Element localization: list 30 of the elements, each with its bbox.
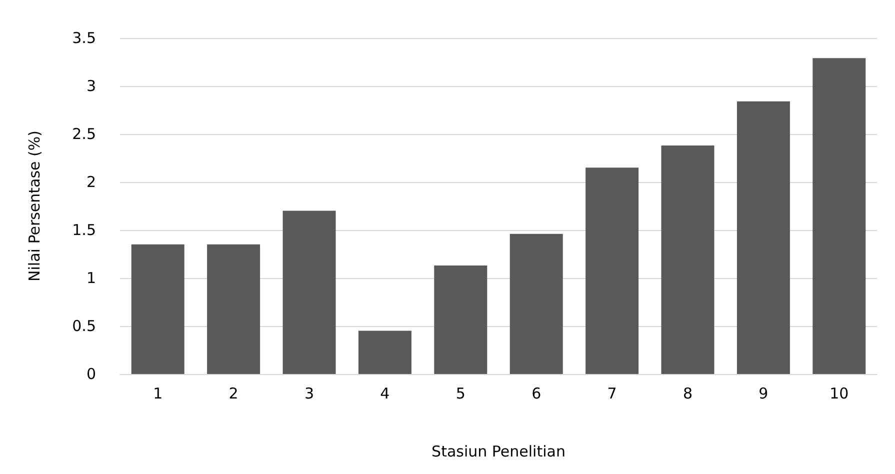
x-tick-label: 6 bbox=[532, 384, 542, 402]
x-tick-label: 7 bbox=[607, 384, 617, 402]
y-tick-label: 0.5 bbox=[72, 317, 96, 335]
bar bbox=[282, 210, 336, 374]
x-tick-label: 9 bbox=[758, 384, 768, 402]
x-tick-label: 10 bbox=[830, 384, 849, 402]
x-tick-label: 3 bbox=[304, 384, 314, 402]
bar bbox=[661, 146, 714, 374]
y-tick-label: 0 bbox=[86, 365, 96, 383]
x-tick-label: 4 bbox=[380, 384, 390, 402]
bar bbox=[434, 266, 488, 374]
y-tick-label: 1.5 bbox=[72, 221, 96, 239]
bar bbox=[358, 330, 412, 374]
y-tick-label: 3.5 bbox=[72, 29, 96, 47]
bar bbox=[510, 234, 563, 374]
y-tick-label: 3 bbox=[86, 77, 96, 95]
bar bbox=[812, 58, 866, 374]
y-tick-label: 1 bbox=[86, 269, 96, 287]
x-tick-label: 5 bbox=[456, 384, 466, 402]
bar bbox=[586, 168, 639, 374]
bar bbox=[736, 101, 790, 374]
bar bbox=[207, 244, 260, 374]
y-tick-label: 2.5 bbox=[72, 125, 96, 143]
x-tick-label: 2 bbox=[228, 384, 238, 402]
x-tick-label: 8 bbox=[682, 384, 693, 402]
y-tick-label: 2 bbox=[86, 173, 96, 191]
x-axis-title: Stasiun Penelitian bbox=[432, 442, 566, 460]
x-tick-label: 1 bbox=[153, 384, 163, 402]
bar bbox=[131, 244, 184, 374]
y-axis-title: Nilai Persentase (%) bbox=[26, 130, 44, 282]
